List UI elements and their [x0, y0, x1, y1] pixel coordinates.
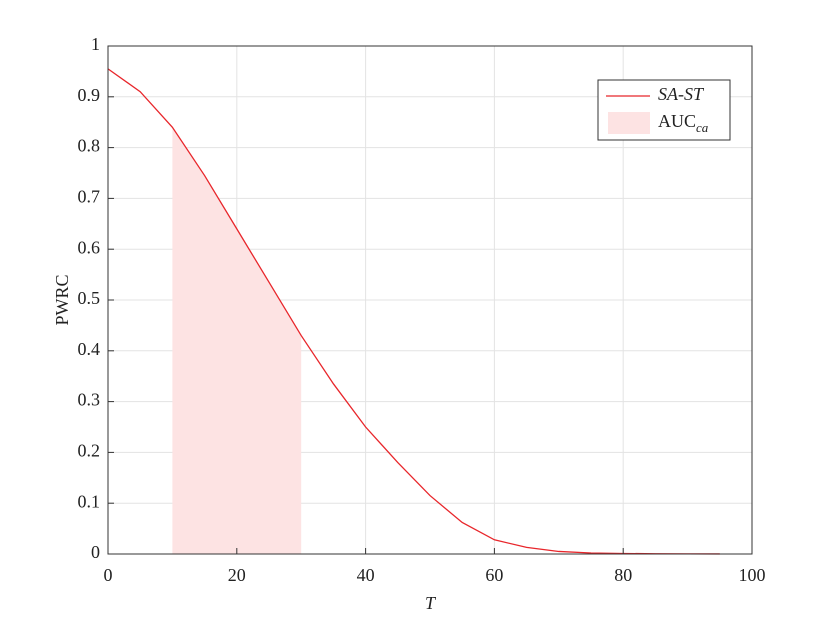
axes-box: [107, 45, 753, 555]
y-tick-label: 0.8: [78, 136, 101, 156]
y-tick-label: 0.4: [78, 339, 101, 359]
area: [172, 127, 302, 554]
x-tick-label: 20: [228, 565, 246, 585]
y-tick-label: 0.1: [78, 491, 101, 511]
x-tick-label: 40: [357, 565, 375, 585]
x-tick-label: 0: [104, 565, 113, 585]
x-tick-label: 80: [614, 565, 632, 585]
legend-label-text: AUC: [658, 111, 696, 131]
line: [107, 68, 720, 555]
y-tick-label: 0.6: [78, 237, 101, 257]
y-tick-label: 0.7: [78, 187, 101, 207]
x-tick-label: 100: [739, 565, 766, 585]
plot-data: [107, 68, 720, 555]
legend: SA-ST AUCca: [597, 79, 731, 141]
y-tick-label: 0.2: [78, 441, 101, 461]
y-axis-label: PWRC: [52, 274, 72, 325]
y-tick-label: 0.5: [78, 288, 101, 308]
legend-label: AUCca: [658, 111, 709, 135]
y-tick-label: 0.3: [78, 390, 101, 410]
x-tick-label: 60: [485, 565, 503, 585]
y-tick-label: 0: [91, 542, 100, 562]
legend-label: SA-ST: [658, 84, 705, 104]
legend-label-text: SA-ST: [658, 84, 705, 104]
x-axis-label: T: [425, 593, 437, 613]
axes: 0 20 40 60 80 100 0 0.1 0.2 0.3 0.4 0.5 0.6 0.7 0.8 0.9…: [78, 34, 766, 585]
y-tick-label: 1: [91, 34, 100, 54]
legend-swatch: [608, 112, 650, 134]
legend-label-subscript: ca: [696, 120, 709, 135]
y-tick-label: 0.9: [78, 85, 101, 105]
